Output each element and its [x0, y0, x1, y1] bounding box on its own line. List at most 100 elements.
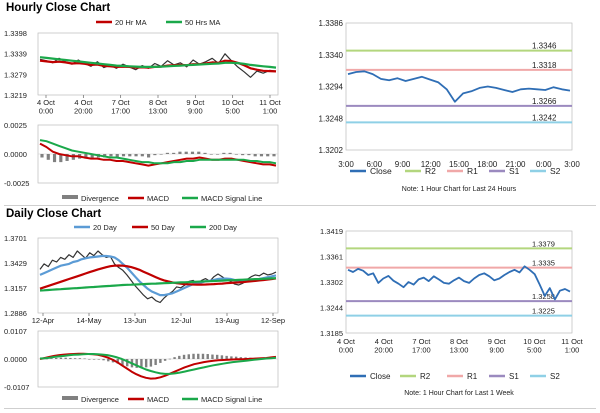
x-tick-label: 10 Oct 5:00: [222, 98, 245, 116]
y-tick-label: -0.0025: [4, 179, 29, 188]
divergence-bar: [203, 152, 207, 154]
divergence-bar: [64, 357, 67, 359]
divergence-bar: [97, 359, 101, 360]
divergence-bar: [83, 358, 86, 360]
y-tick-label: 1.2886: [4, 309, 27, 318]
x-tick-label: 21:00: [505, 160, 526, 169]
x-tick-label: 13-Jun: [124, 316, 147, 325]
y-tick-label: 1.3244: [320, 304, 343, 313]
x-tick-label: 12-Sep: [261, 316, 285, 325]
divergence-bar: [172, 152, 176, 154]
divergence-bar: [215, 354, 219, 359]
legend-label: R2: [420, 372, 431, 381]
divergence-bar: [163, 359, 167, 361]
divergence-bar: [45, 358, 48, 360]
divergence-bar: [234, 356, 238, 359]
y-tick-label: 1.3386: [319, 19, 344, 28]
x-tick-label: 4 Oct 20:00: [74, 98, 93, 116]
x-tick-label: 4 Oct 0:00: [337, 337, 356, 355]
divergence-bar: [259, 154, 264, 157]
divergence-bar: [92, 359, 96, 360]
divergence-bar: [247, 154, 251, 156]
divergence-bar: [225, 355, 228, 359]
x-tick-label: 15:00: [449, 160, 470, 169]
divergence-bar: [65, 154, 69, 161]
divergence-bar: [128, 154, 132, 157]
divergence-bar: [134, 154, 138, 157]
divergence-bar: [102, 359, 105, 361]
legend-label: S1: [509, 372, 519, 381]
section-divider: [4, 205, 596, 206]
level-label-s1: 1.3266: [532, 97, 557, 106]
hourly-price-chart: 1.3398 1.3339 1.3279 1.3219 4 Oct 0:00 4 Oct 20…: [4, 18, 282, 116]
divergence-bar: [239, 357, 243, 359]
legend-label: 20 Day: [93, 223, 117, 232]
divergence-bar: [253, 154, 257, 157]
divergence-bar: [241, 154, 245, 156]
x-tick-label: 18:00: [477, 160, 498, 169]
divergence-bar: [222, 152, 226, 154]
x-tick-label: 6:00: [366, 160, 382, 169]
divergence-bar: [165, 152, 169, 154]
x-tick-label: 3:00: [338, 160, 354, 169]
divergence-bar: [147, 154, 151, 158]
legend-label: Close: [370, 166, 392, 176]
x-tick-label: 10 Oct 5:00: [523, 337, 546, 355]
divergence-bar: [211, 354, 214, 359]
divergence-bar: [197, 353, 200, 359]
divergence-bar: [69, 357, 72, 359]
x-tick-label: 7 Oct 17:00: [111, 98, 130, 116]
divergence-bar: [206, 354, 209, 359]
y-tick-label: 1.3419: [320, 227, 343, 236]
divergence-bar: [190, 151, 195, 154]
legend-label: Close: [370, 372, 391, 381]
legend-swatch: [62, 396, 78, 400]
daily-pivot-chart: 1.3419 1.3361 1.3302 1.3244 1.3185 1.3379 1.33…: [320, 227, 584, 397]
divergence-bar: [197, 151, 201, 154]
x-tick-label: 12-Jul: [171, 316, 192, 325]
series-50-day: [39, 264, 277, 290]
level-label-s1: 1.3258: [532, 292, 555, 301]
divergence-bar: [168, 358, 172, 360]
divergence-bar: [230, 356, 233, 359]
x-tick-label: 12:00: [421, 160, 442, 169]
y-tick-label: 1.3701: [4, 234, 27, 243]
divergence-bar: [115, 154, 119, 158]
legend-label: 50 Day: [151, 223, 175, 232]
divergence-bar: [59, 154, 63, 163]
divergence-bar: [73, 358, 77, 359]
divergence-bar: [209, 154, 213, 155]
divergence-bar: [88, 359, 91, 360]
legend-label: MACD Signal Line: [201, 194, 262, 203]
divergence-bar: [173, 357, 176, 359]
y-tick-label: 1.3302: [320, 278, 343, 287]
x-tick-label: 12-Apr: [32, 316, 55, 325]
level-label-r2: 1.3379: [532, 239, 555, 248]
divergence-bar: [140, 154, 144, 157]
legend-label: 200 Day: [209, 223, 237, 232]
divergence-bar: [144, 359, 148, 368]
series-close: [347, 70, 571, 103]
level-label-r2: 1.3346: [532, 42, 557, 51]
legend-label: S1: [509, 166, 520, 176]
divergence-bar: [184, 151, 188, 154]
divergence-bar: [178, 355, 181, 359]
divergence-bar: [153, 154, 157, 156]
legend-label: R2: [425, 166, 436, 176]
hourly-macd-chart: 0.0025 0.0000 -0.0025 Divergence MACD MACD Si…: [4, 121, 279, 203]
legend-label: MACD: [147, 194, 170, 203]
x-tick-label: 13-Aug: [215, 316, 239, 325]
legend-label: MACD: [147, 395, 170, 404]
divergence-bar: [182, 354, 186, 359]
legend-label: Divergence: [81, 395, 119, 404]
divergence-bar: [78, 358, 82, 359]
divergence-bar: [135, 359, 138, 368]
y-tick-label: 1.3340: [319, 51, 344, 60]
daily-macd-chart: 0.0107 0.0000 -0.0107 Divergence MACD MACD Si…: [4, 327, 279, 404]
legend-label: MACD Signal Line: [201, 395, 262, 404]
divergence-bar: [187, 354, 190, 359]
plot-area: [345, 22, 573, 151]
divergence-bar: [121, 359, 124, 366]
series-macd-signal-line: [39, 139, 277, 165]
legend-label: R1: [467, 166, 478, 176]
